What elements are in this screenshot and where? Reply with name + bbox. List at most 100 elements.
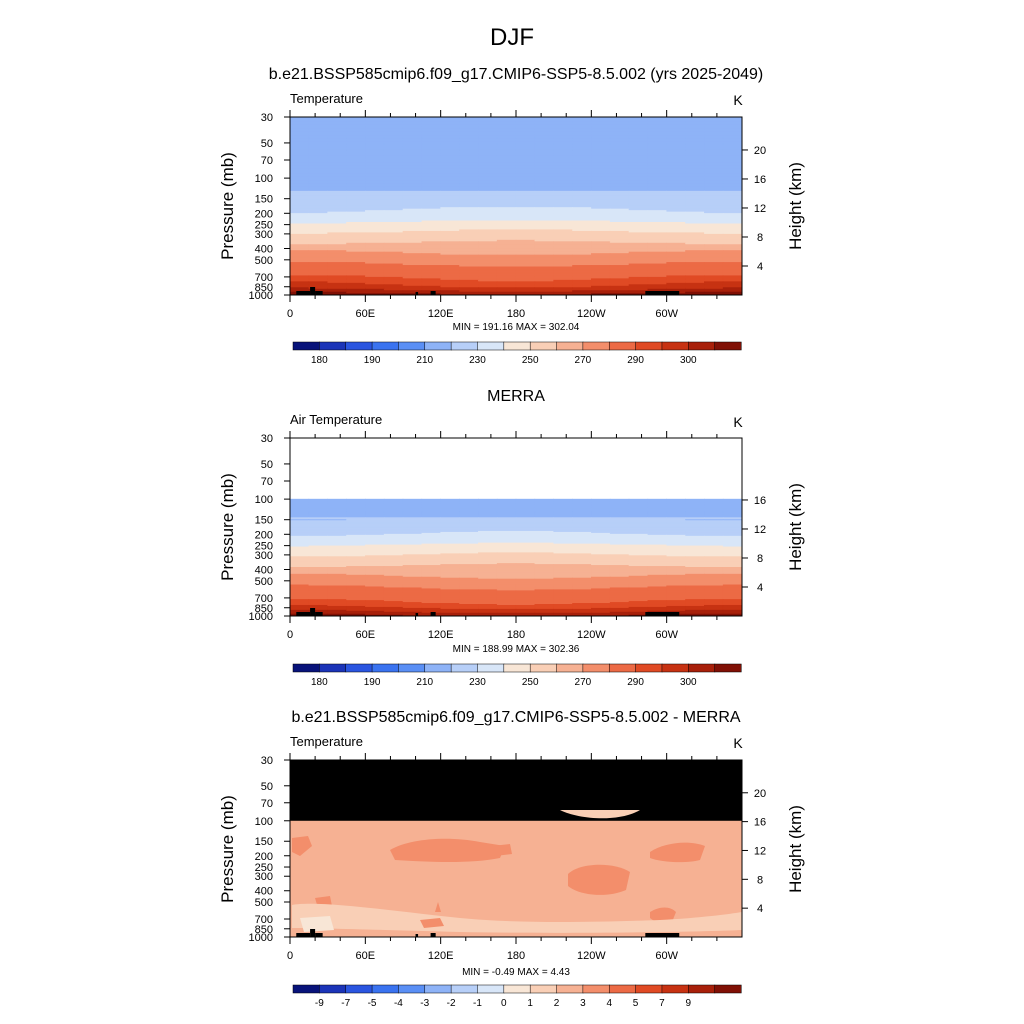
temperature-field-cell — [289, 542, 310, 545]
temperature-field-cell — [553, 567, 573, 570]
temperature-field-cell — [722, 530, 743, 533]
temperature-field-cell — [647, 199, 667, 202]
temperature-field-cell — [459, 124, 479, 127]
temperature-field-cell — [346, 515, 366, 517]
temperature-field-cell — [685, 159, 705, 162]
temperature-field-cell — [591, 239, 611, 242]
temperature-field-cell — [478, 578, 498, 581]
temperature-field-cell — [365, 525, 385, 527]
temperature-field-cell — [496, 251, 517, 254]
temperature-field-cell — [666, 235, 686, 238]
temperature-field-cell — [478, 273, 498, 277]
temperature-field-cell — [308, 562, 328, 564]
temperature-field-cell — [459, 527, 479, 529]
temperature-field-cell — [722, 552, 743, 554]
temperature-field-cell — [383, 119, 404, 122]
temperature-field-cell — [572, 519, 592, 521]
temperature-field-cell — [383, 199, 404, 202]
temperature-field-cell — [402, 566, 423, 569]
temperature-field-cell — [515, 248, 536, 251]
temperature-field-cell — [346, 223, 366, 226]
temperature-field-cell — [534, 509, 554, 512]
temperature-field-cell — [647, 544, 667, 547]
temperature-field-cell — [365, 227, 385, 231]
temperature-field-cell — [346, 239, 366, 242]
temperature-field-cell — [383, 236, 404, 239]
temperature-field-cell — [722, 124, 743, 127]
temperature-field-cell — [478, 544, 498, 547]
temperature-field-cell — [459, 530, 479, 533]
temperature-field-cell — [704, 540, 724, 543]
temperature-field-cell — [628, 211, 649, 214]
temperature-field-cell — [289, 268, 310, 271]
temperature-field-cell — [440, 501, 460, 504]
temperature-field-cell — [722, 536, 743, 539]
temperature-field-cell — [515, 149, 536, 152]
temperature-field-cell — [647, 177, 667, 180]
temperature-field-cell — [365, 143, 385, 146]
temperature-field-cell — [722, 167, 743, 170]
temperature-field-cell — [327, 187, 347, 190]
temperature-field-cell — [515, 130, 536, 133]
temperature-field-cell — [591, 291, 611, 294]
temperature-field-cell — [402, 119, 423, 122]
temperature-field-cell — [289, 226, 310, 229]
temperature-field-cell — [685, 224, 705, 228]
temperature-field-cell — [704, 213, 724, 216]
temperature-field-cell — [647, 181, 667, 185]
temperature-field-cell — [722, 208, 743, 211]
temperature-field-cell — [383, 501, 404, 504]
temperature-field-cell — [421, 272, 441, 275]
temperature-field-cell — [383, 134, 404, 137]
temperature-field-cell — [704, 170, 724, 173]
temperature-field-cell — [534, 162, 554, 165]
temperature-field-cell — [478, 211, 498, 214]
temperature-field-cell — [308, 572, 328, 575]
temperature-field-cell — [704, 533, 724, 536]
temperature-field-cell — [515, 222, 536, 225]
temperature-field-cell — [459, 545, 479, 548]
temperature-field-cell — [327, 514, 347, 516]
temperature-field-cell — [308, 275, 328, 278]
temperature-field-cell — [421, 270, 441, 274]
temperature-field-cell — [515, 566, 536, 568]
temperature-field-cell — [553, 524, 573, 526]
temperature-field-cell — [327, 152, 347, 155]
temperature-field-cell — [553, 150, 573, 153]
temperature-field-cell — [440, 278, 460, 281]
temperature-field-cell — [704, 133, 724, 136]
temperature-field-cell — [685, 273, 705, 277]
temperature-field-cell — [685, 168, 705, 171]
temperature-field-cell — [308, 176, 328, 179]
temperature-field-cell — [327, 207, 347, 210]
temperature-field-cell — [572, 543, 592, 546]
temperature-field-cell — [647, 241, 667, 244]
temperature-field-cell — [591, 514, 611, 516]
temperature-field-cell — [572, 226, 592, 229]
temperature-field-cell — [383, 546, 404, 549]
temperature-field-cell — [534, 236, 554, 239]
temperature-field-cell — [440, 293, 460, 296]
temperature-field-cell — [308, 181, 328, 185]
temperature-field-cell — [515, 566, 536, 569]
temperature-field-cell — [440, 546, 460, 549]
temperature-field-cell — [402, 560, 423, 562]
temperature-field-cell — [383, 222, 404, 225]
temperature-field-cell — [572, 149, 592, 152]
temperature-field-cell — [346, 245, 366, 248]
temperature-field-cell — [346, 508, 366, 511]
temperature-field-cell — [440, 140, 460, 143]
temperature-field-cell — [289, 230, 310, 233]
temperature-field-cell — [365, 527, 385, 529]
temperature-field-cell — [572, 565, 592, 567]
temperature-field-cell — [628, 171, 649, 174]
temperature-field-cell — [346, 222, 366, 225]
temperature-field-cell — [421, 124, 441, 127]
temperature-field-cell — [289, 541, 310, 544]
temperature-field-cell — [478, 547, 498, 550]
temperature-field-cell — [704, 134, 724, 137]
temperature-field-cell — [704, 162, 724, 165]
temperature-field-cell — [289, 537, 310, 540]
temperature-field-cell — [647, 575, 667, 578]
temperature-field-cell — [572, 211, 592, 214]
